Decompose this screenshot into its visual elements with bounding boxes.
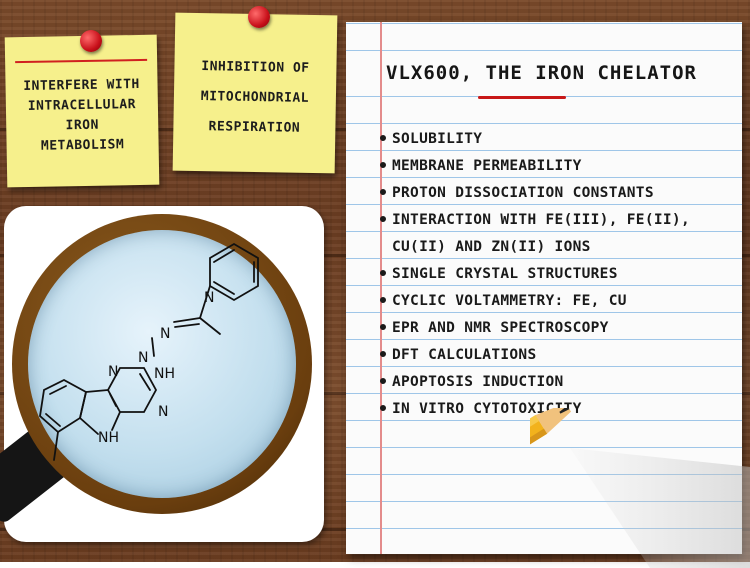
push-pin-icon bbox=[248, 6, 270, 28]
list-item: APOPTOSIS INDUCTION bbox=[380, 369, 690, 396]
sticky-note-iron-metabolism: INTERFERE WITH INTRACELLULAR IRON METABO… bbox=[4, 34, 160, 188]
atom-n: N bbox=[108, 364, 118, 380]
paper-margin-line bbox=[380, 22, 382, 554]
bullet-icon bbox=[380, 297, 386, 303]
list-item: DFT CALCULATIONS bbox=[380, 342, 690, 369]
atom-n: N bbox=[204, 290, 214, 306]
list-item: EPR AND NMR SPECTROSCOPY bbox=[380, 315, 690, 342]
paper-title: VLX600, THE IRON CHELATOR bbox=[386, 62, 697, 84]
bullet-icon bbox=[380, 216, 386, 222]
note-line: INHIBITION OF bbox=[201, 59, 310, 76]
list-item: SINGLE CRYSTAL STRUCTURES bbox=[380, 261, 690, 288]
note-line: METABOLISM bbox=[40, 137, 125, 154]
list-item: CYCLIC VOLTAMMETRY: FE, CU bbox=[380, 288, 690, 315]
note-line: INTRACELLULAR bbox=[27, 97, 137, 114]
atom-n: N bbox=[158, 404, 168, 420]
bullet-icon bbox=[380, 270, 386, 276]
benzene-ring bbox=[39, 378, 88, 434]
pencil-icon: CREATED bbox=[530, 408, 750, 568]
bullet-icon bbox=[380, 135, 386, 141]
list-item: MEMBRANE PERMEABILITY bbox=[380, 153, 690, 180]
pencil-shadow bbox=[570, 448, 750, 568]
title-underline bbox=[478, 96, 566, 99]
list-item: CU(II) AND ZN(II) IONS bbox=[392, 239, 591, 255]
note-line: IRON bbox=[65, 117, 100, 134]
list-item: SOLUBILITY bbox=[380, 126, 690, 153]
atom-nh: NH bbox=[154, 366, 175, 382]
note-red-line bbox=[15, 58, 148, 64]
pyridine-ring bbox=[209, 242, 259, 302]
bullet-icon bbox=[380, 162, 386, 168]
list-item: PROTON DISSOCIATION CONSTANTS bbox=[380, 180, 690, 207]
bullet-icon bbox=[380, 351, 386, 357]
atom-n: N bbox=[138, 350, 148, 366]
sticky-note-mitochondrial: INHIBITION OF MITOCHONDRIAL RESPIRATION bbox=[172, 12, 338, 174]
list-item: INTERACTION WITH FE(III), FE(II), bbox=[380, 207, 690, 234]
bullet-icon bbox=[380, 189, 386, 195]
push-pin-icon bbox=[80, 30, 102, 52]
vlx600-structure: N N N N N NH NH N bbox=[39, 242, 259, 461]
bullet-icon bbox=[380, 378, 386, 384]
property-list: SOLUBILITY MEMBRANE PERMEABILITY PROTON … bbox=[380, 126, 690, 423]
bullet-icon bbox=[380, 324, 386, 330]
atom-nh: NH bbox=[98, 430, 119, 446]
atom-n: N bbox=[160, 326, 170, 342]
magnifier-lens bbox=[28, 230, 296, 498]
note-line: RESPIRATION bbox=[208, 119, 301, 136]
note-line: INTERFERE WITH bbox=[23, 76, 140, 95]
bullet-icon bbox=[380, 405, 386, 411]
pencil-lead bbox=[559, 408, 570, 414]
list-item: IN VITRO CYTOTOXICITY bbox=[380, 396, 690, 423]
note-line: MITOCHONDRIAL bbox=[200, 89, 310, 106]
